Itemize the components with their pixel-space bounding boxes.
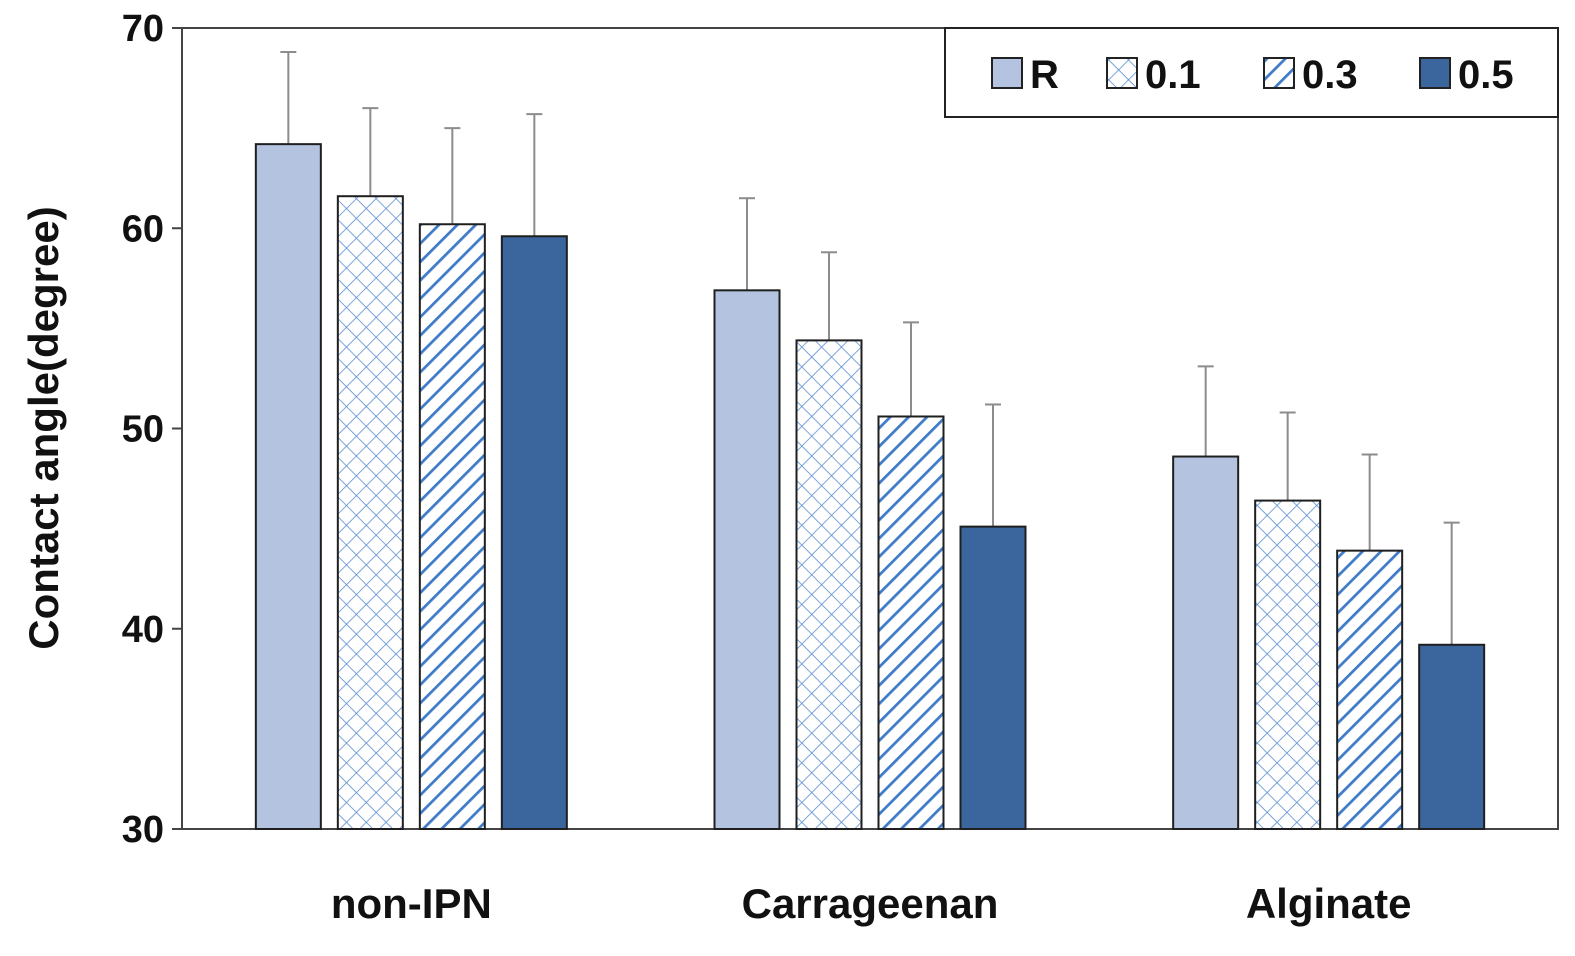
legend-swatch [1106, 57, 1138, 89]
legend-label: R [1030, 53, 1059, 97]
legend-label: 0.1 [1145, 53, 1201, 97]
bar [500, 235, 568, 830]
x-tick-label: Alginate [1246, 880, 1412, 927]
plot-layer: 30 40 50 60 70 non-IPN Carrageenan Alginate R 0.1… [122, 8, 1559, 927]
bar [418, 223, 486, 830]
y-axis-label: Contact angle(degree) [20, 206, 67, 649]
bar [795, 339, 863, 830]
legend-label: 0.3 [1302, 53, 1358, 97]
legend-swatch [991, 57, 1023, 89]
legend-box [944, 27, 1559, 118]
bar [1254, 499, 1322, 830]
bar [1172, 455, 1240, 830]
bar [877, 415, 945, 830]
bar [1418, 643, 1486, 831]
bar [1336, 549, 1404, 831]
legend-swatch [1419, 57, 1451, 89]
x-tick-label: non-IPN [331, 880, 492, 927]
legend-swatch [1263, 57, 1295, 89]
x-tick-label: Carrageenan [742, 880, 999, 927]
legend-label: 0.5 [1458, 53, 1514, 97]
bar [254, 143, 322, 830]
y-tick-label: 70 [122, 8, 164, 50]
bar [713, 289, 781, 830]
y-tick-label: 30 [122, 809, 164, 851]
bar [336, 195, 404, 830]
y-tick-label: 60 [122, 208, 164, 250]
y-tick-label: 50 [122, 409, 164, 451]
bar [959, 525, 1027, 830]
y-tick-label: 40 [122, 609, 164, 651]
